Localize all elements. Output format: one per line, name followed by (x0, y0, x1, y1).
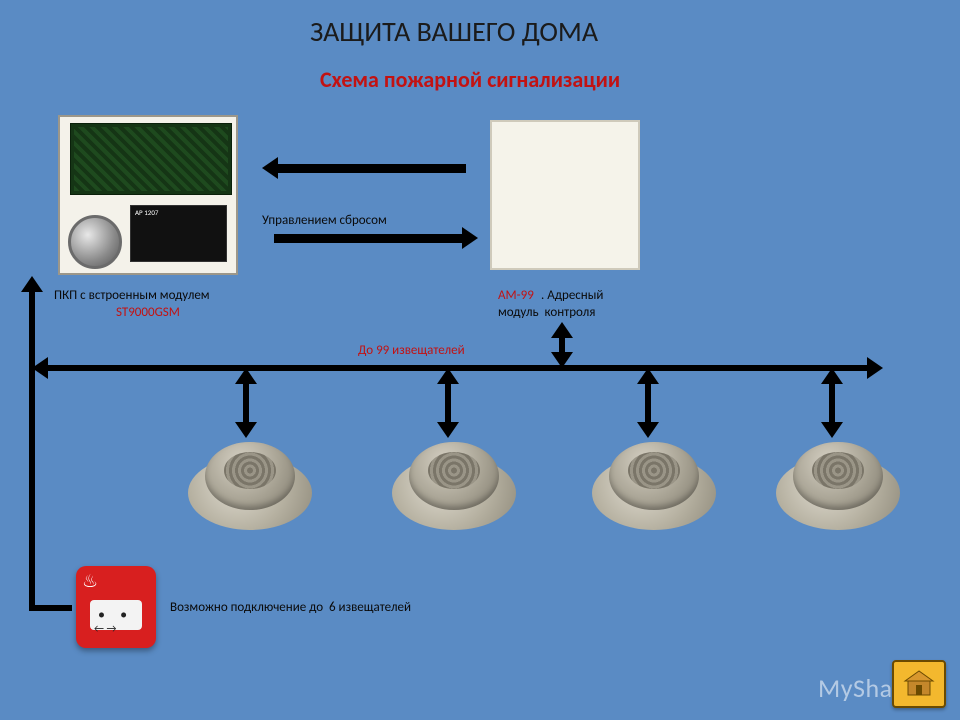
keypad-module (490, 120, 640, 270)
panel-pcb (70, 123, 232, 195)
detector-grill-3 (628, 452, 680, 489)
left-riser-bottom (29, 605, 72, 611)
panel-speaker (68, 215, 122, 269)
arrow-drop-1 (243, 380, 249, 426)
keypad-caption-line2: модуль контроля (498, 305, 595, 320)
arrow-drop-3 (645, 380, 651, 426)
detector-grill-4 (812, 452, 864, 489)
manual-call-point: ♨• •← → (76, 566, 156, 648)
detector-grill-1 (224, 452, 276, 489)
arrow-reset-bottom-head (462, 227, 478, 249)
slide-canvas: ЗАЩИТА ВАШЕГО ДОМА Схема пожарной сигнали… (0, 0, 960, 720)
arrow-drop-3-head (637, 368, 659, 384)
arrow-drop-2-head (437, 422, 459, 438)
brand-logo-icon (892, 660, 946, 708)
arrow-drop-4-head (821, 422, 843, 438)
left-riser-line (29, 290, 35, 608)
panel-caption-line1: ПКП с встроенным модулем (54, 288, 210, 303)
panel-caption-line2: ST9000GSM (116, 305, 180, 320)
left-riser-head (21, 276, 43, 292)
arrow-drop-2-head (437, 368, 459, 384)
detector-grill-2 (428, 452, 480, 489)
arrow-reset-bottom (274, 234, 466, 243)
arrow-drop-4-head (821, 368, 843, 384)
page-subtitle: Схема пожарной сигнализации (320, 66, 620, 93)
reset-control-label: Управлением сбросом (262, 213, 387, 228)
arrow-reset-top-head (262, 157, 278, 179)
arrow-keypad-to-bus-head (551, 322, 573, 338)
arrow-drop-2 (445, 380, 451, 426)
bus-capacity-label: До 99 извещателей (358, 343, 465, 358)
keypad-caption-code: АМ-99 (498, 288, 534, 303)
arrow-drop-1-head (235, 368, 257, 384)
arrow-drop-1-head (235, 422, 257, 438)
arrow-drop-3-head (637, 422, 659, 438)
keypad-lcd (0, 0, 82, 34)
arrow-bus-head (867, 357, 883, 379)
arrow-keypad-to-bus-head (551, 352, 573, 368)
page-title: ЗАЩИТА ВАШЕГО ДОМА (310, 14, 598, 49)
keypad-caption-line1b: . Адресный (541, 288, 603, 303)
panel-battery: AP 1207 (130, 205, 227, 262)
arrow-drop-4 (829, 380, 835, 426)
arrow-reset-top (274, 164, 466, 173)
manual-callpoint-label: Возможно подключение до 6 извещателей (170, 600, 411, 615)
